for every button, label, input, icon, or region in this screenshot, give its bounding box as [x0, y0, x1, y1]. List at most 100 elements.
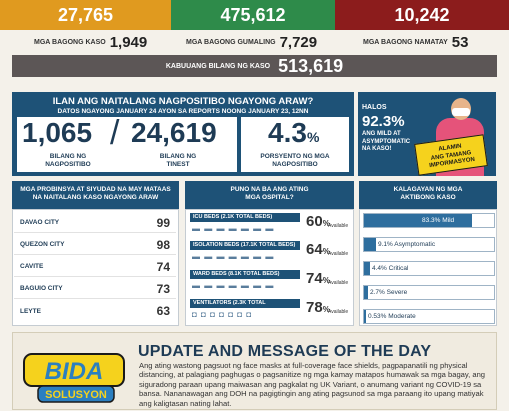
province-name: BAGUIO CITY: [20, 285, 63, 292]
rate-caption-line-2: NAGPOSITIBO: [272, 160, 318, 168]
new-deaths-label: MGA BAGONG NAMATAY: [363, 38, 448, 46]
list-item: CAVITE 74: [14, 257, 176, 277]
bed-icons: ▬ ▬ ▬ ▬ ▬ ▬ ▬: [192, 281, 275, 290]
active-bar-label: 2.7% Severe: [370, 289, 408, 296]
bed-percent-value: 60: [306, 213, 323, 230]
new-deaths-value: 53: [451, 33, 469, 51]
beds-heading: PUNO NA BA ANG ATING MGA OSPITAL?: [185, 181, 354, 209]
total-deaths-bar: 10,242: [335, 0, 509, 30]
province-name: DAVAO CITY: [20, 219, 60, 226]
province-name: CAVITE: [20, 263, 44, 270]
new-cases: MGA BAGONG KASO 1,949: [34, 32, 147, 52]
list-item: BAGUIO CITY 73: [14, 279, 176, 299]
list-item: QUEZON CITY 98: [14, 235, 176, 255]
active-bar-fill: [364, 214, 473, 227]
tested-caption: BILANG NG TINEST: [148, 153, 208, 168]
new-recovered: MGA BAGONG GUMALING 7,729: [186, 32, 317, 52]
bed-percent: 78%: [306, 299, 330, 316]
list-item: LEYTE 63: [14, 301, 176, 321]
tested-caption-line-1: BILANG NG: [159, 153, 197, 160]
bed-available-label: Available: [328, 223, 349, 229]
active-bar-fill: [364, 238, 376, 251]
bed-available-label: Available: [328, 251, 349, 257]
mild-text-line-2: ASYMPTOMATIC: [362, 138, 411, 145]
positive-count: 1,065: [22, 117, 93, 148]
province-value: 73: [156, 281, 170, 296]
positive-caption-line-1: BILANG NG: [49, 153, 87, 160]
active-bar-fill: [364, 310, 366, 323]
bed-icons: ▬ ▬ ▬ ▬ ▬ ▬ ▬: [192, 224, 275, 233]
mild-text-line-1: ANG MILD AT: [362, 131, 401, 137]
provinces-heading-line-1: MGA PROBINSYA AT SIYUDAD NA MAY MATAAS: [20, 186, 171, 193]
beds-heading-line-1: PUNO NA BA ANG ATING: [230, 186, 309, 193]
ventilator-icons: ◘ ◘ ◘ ◘ ◘ ◘ ◘: [192, 310, 253, 319]
bed-label: WARD BEDS (8.1K TOTAL BEDS): [190, 270, 300, 279]
bed-label: VENTILATORS (2.3K TOTAL VENTILATORS): [190, 299, 300, 315]
total-value: 513,619: [278, 55, 344, 76]
bed-percent: 60%: [306, 213, 330, 230]
new-recovered-label: MGA BAGONG GUMALING: [186, 38, 276, 46]
total-deaths-value: 10,242: [394, 4, 450, 25]
province-name: QUEZON CITY: [20, 241, 65, 248]
total-recovered-value: 475,612: [220, 4, 286, 25]
positivity-rate-value: 4.3: [268, 117, 307, 148]
active-heading-line-1: KALAGAYAN NG MGA: [393, 186, 463, 193]
total-label: KABUUANG BILANG NG KASO: [165, 62, 271, 70]
positivity-heading: ILAN ANG NAITALANG NAGPOSITIBO NGAYONG A…: [52, 96, 314, 107]
bed-percent-value: 64: [306, 241, 323, 258]
active-heading: KALAGAYAN NG MGA AKTIBONG KASO: [359, 181, 497, 209]
new-cases-label: MGA BAGONG KASO: [34, 38, 106, 46]
tested-count: 24,619: [131, 117, 217, 148]
positivity-subheading: DATOS NGAYONG JANUARY 24 AYON SA REPORTS…: [57, 108, 309, 115]
active-asymptomatic-bar: 9.1% Asymptomatic: [363, 237, 495, 252]
active-bar-label: 4.4% Critical: [372, 265, 409, 272]
province-value: 99: [156, 215, 170, 230]
total-cases-value: 27,765: [57, 4, 114, 25]
slash-divider: /: [110, 114, 120, 152]
provinces-heading-line-2: NA NAITALANG KASO NGAYONG ARAW: [32, 194, 159, 201]
beds-heading-line-2: MGA OSPITAL?: [245, 194, 294, 201]
mild-text: ANG MILD AT ASYMPTOMATIC NA KASO!: [362, 131, 422, 154]
province-value: 98: [156, 237, 170, 252]
bed-icons: ▬ ▬ ▬ ▬ ▬ ▬ ▬: [192, 252, 275, 261]
ventilators-row: VENTILATORS (2.3K TOTAL VENTILATORS) ◘ ◘…: [190, 297, 354, 324]
positivity-rate: 4.3%: [268, 117, 319, 149]
active-bar-label: 9.1% Asymptomatic: [378, 241, 436, 248]
provinces-heading: MGA PROBINSYA AT SIYUDAD NA MAY MATAAS N…: [12, 181, 179, 209]
update-body: Ang ating wastong pagsuot ng face masks …: [139, 361, 486, 408]
update-title: UPDATE AND MESSAGE OF THE DAY: [138, 343, 432, 360]
ward-beds-row: WARD BEDS (8.1K TOTAL BEDS) ▬ ▬ ▬ ▬ ▬ ▬ …: [190, 268, 354, 295]
bed-label: ISOLATION BEDS (17.1K TOTAL BEDS): [190, 241, 300, 250]
bed-percent-unit: %: [322, 276, 330, 285]
positive-caption-line-2: NAGPOSITIBO: [45, 160, 91, 168]
new-recovered-value: 7,729: [279, 33, 318, 51]
rate-caption-line-1: PORSYENTO NG MGA: [260, 153, 330, 160]
total-cases-banner: KABUUANG BILANG NG KASO 513,619: [12, 55, 497, 77]
active-mild-bar: 83.3% Mild: [363, 213, 495, 228]
provinces-panel: [12, 209, 179, 326]
face-mask-icon: [452, 108, 470, 116]
bed-available-label: Available: [328, 280, 349, 286]
logo-text-bida: BIDA: [45, 358, 104, 385]
province-name: LEYTE: [20, 307, 41, 315]
total-recovered-bar: 475,612: [171, 0, 335, 30]
bed-percent: 64%: [306, 241, 330, 258]
bed-percent-unit: %: [322, 219, 330, 228]
bed-available-label: Available: [328, 309, 349, 315]
list-item: DAVAO CITY 99: [14, 213, 176, 233]
mild-halos: HALOS: [362, 104, 387, 111]
logo-text-solusyon: SOLUSYON: [45, 389, 107, 401]
positivity-rate-unit: %: [306, 129, 320, 145]
active-bar-fill: [364, 286, 368, 299]
active-bar-label: 0.53% Moderate: [368, 313, 416, 320]
total-cases-bar: 27,765: [0, 0, 171, 30]
active-bar-label: 83.3% Mild: [422, 217, 455, 224]
bed-percent: 74%: [306, 270, 330, 287]
icu-beds-row: ICU BEDS (2.1K TOTAL BEDS) ▬ ▬ ▬ ▬ ▬ ▬ ▬…: [190, 211, 354, 238]
province-value: 63: [156, 304, 170, 318]
positivity-rate-card: [241, 117, 349, 172]
active-severe-bar: 2.7% Severe: [363, 285, 495, 300]
positive-caption: BILANG NG NAGPOSITIBO: [38, 153, 98, 168]
new-deaths: MGA BAGONG NAMATAY 53: [363, 32, 468, 52]
isolation-beds-row: ISOLATION BEDS (17.1K TOTAL BEDS) ▬ ▬ ▬ …: [190, 239, 354, 266]
